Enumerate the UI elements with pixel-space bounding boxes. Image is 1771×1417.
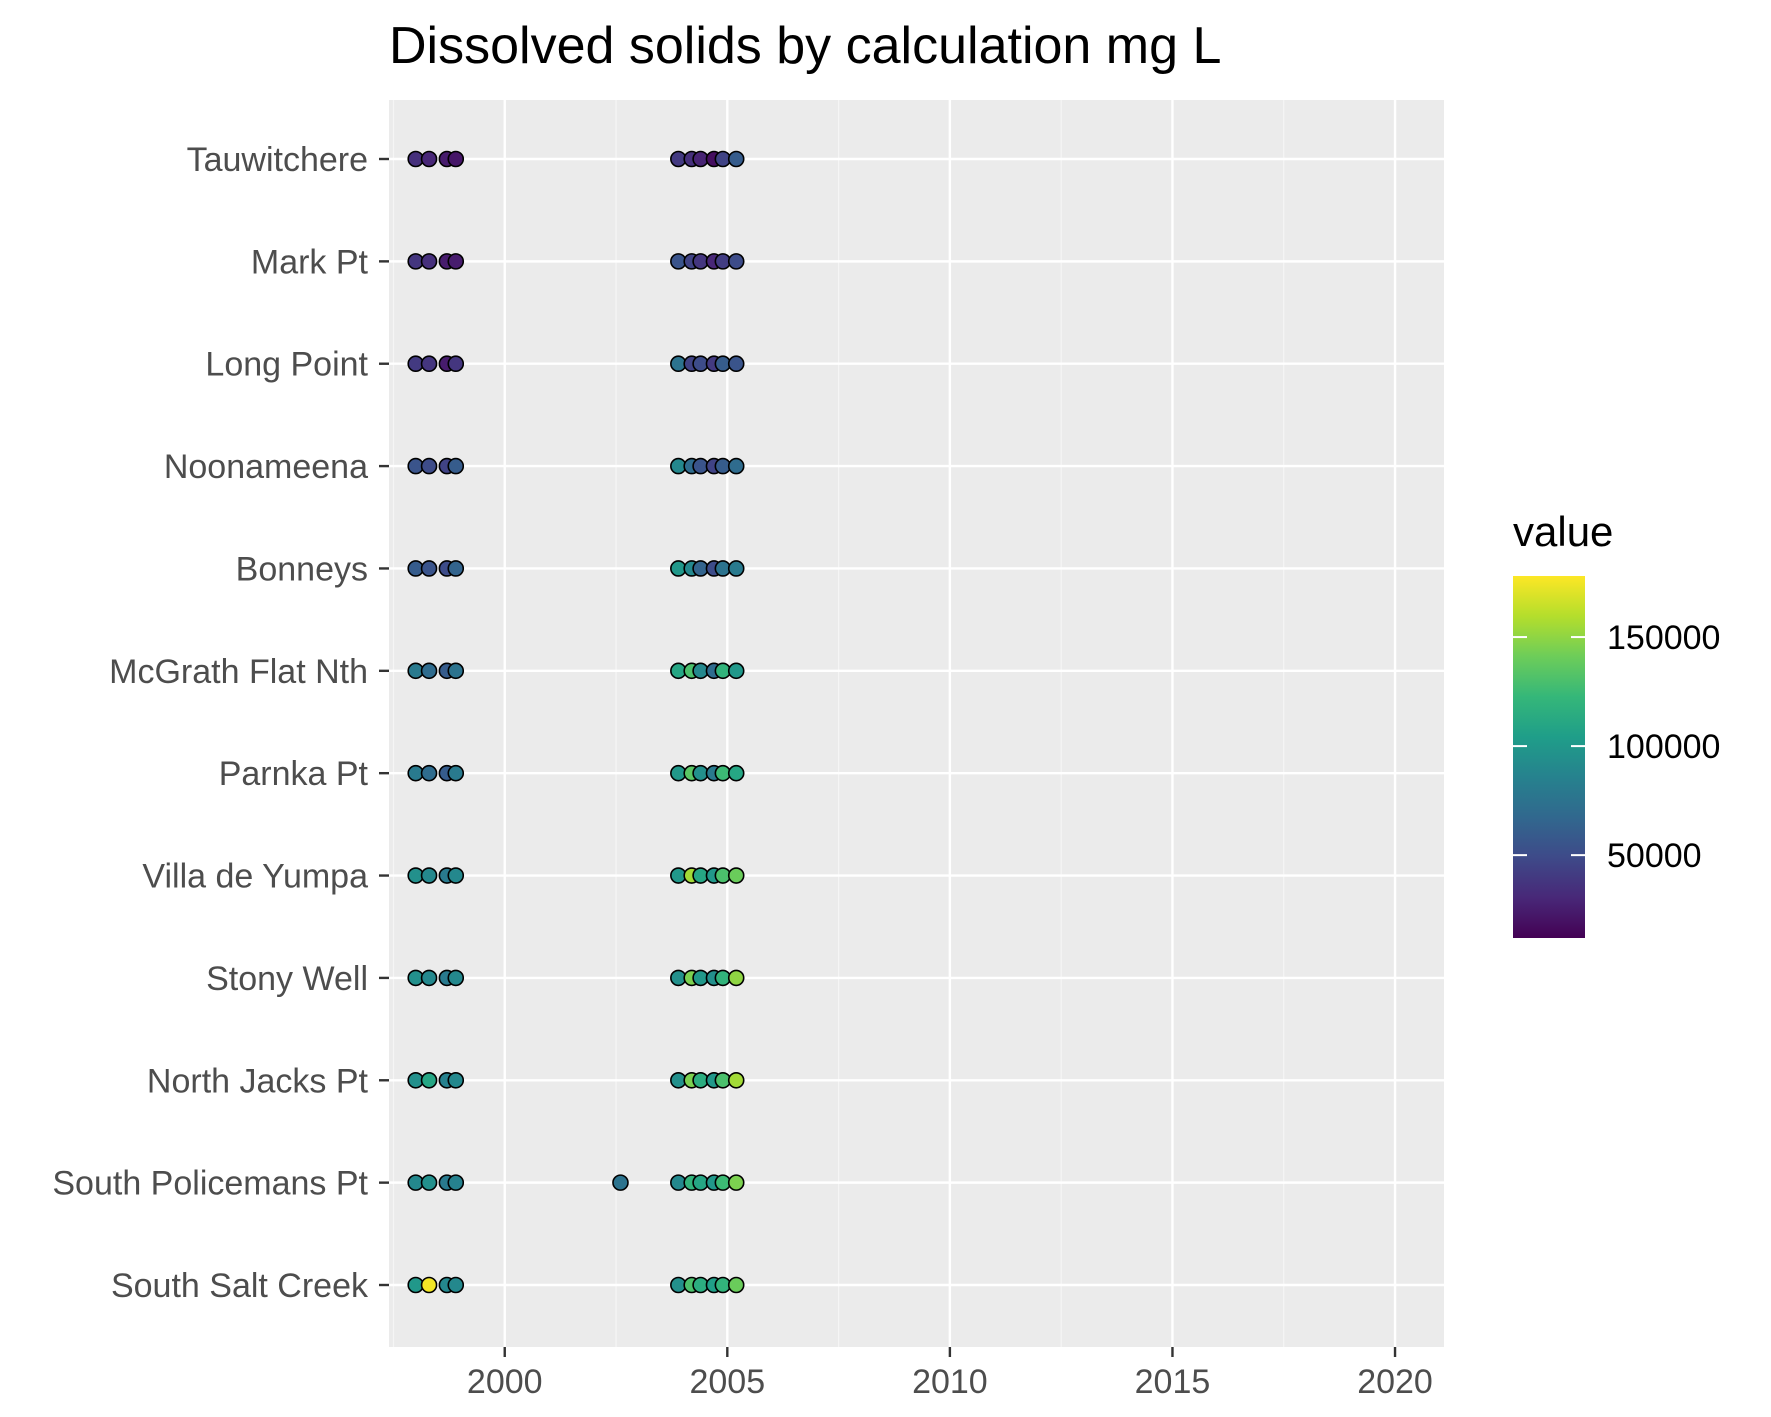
data-points xyxy=(407,150,745,1294)
data-point xyxy=(727,662,745,680)
data-point xyxy=(447,764,465,782)
data-point xyxy=(727,1276,745,1294)
y-tick-label: McGrath Flat Nth xyxy=(109,653,368,691)
legend-tick-label: 100000 xyxy=(1607,728,1720,766)
data-point xyxy=(420,867,438,884)
data-point xyxy=(447,662,465,680)
data-point xyxy=(727,150,745,168)
y-tick-label: Parnka Pt xyxy=(219,755,369,793)
data-point xyxy=(447,867,465,884)
data-point xyxy=(612,1174,629,1191)
data-point xyxy=(420,560,438,577)
data-point xyxy=(447,1071,465,1089)
data-point xyxy=(727,1174,745,1191)
data-point xyxy=(727,764,745,782)
data-point xyxy=(447,150,465,168)
legend: value 50000 100000 150000 xyxy=(1513,508,1720,938)
data-point xyxy=(447,457,465,475)
chart-title: Dissolved solids by calculation mg L xyxy=(389,17,1221,75)
colorbar xyxy=(1513,576,1585,938)
data-point xyxy=(447,355,465,373)
x-tick-label: 2005 xyxy=(689,1363,765,1401)
legend-tick-label: 50000 xyxy=(1607,837,1702,875)
data-point xyxy=(727,457,745,475)
data-point xyxy=(420,355,438,373)
data-point xyxy=(420,457,438,475)
data-point xyxy=(420,150,438,168)
data-point xyxy=(447,560,465,577)
data-point xyxy=(447,969,465,987)
data-point xyxy=(420,764,438,782)
x-axis: 2000 2005 2010 2015 2020 xyxy=(467,1347,1433,1401)
data-point xyxy=(420,662,438,680)
data-point xyxy=(447,1276,465,1294)
y-tick-label: Noonameena xyxy=(164,448,368,486)
grid xyxy=(389,100,1444,1347)
data-point xyxy=(727,867,745,884)
data-point xyxy=(420,1174,438,1191)
y-tick-label: Mark Pt xyxy=(251,243,369,281)
data-point xyxy=(727,969,745,987)
y-axis: Tauwitchere Mark Pt Long Point Noonameena Bo… xyxy=(52,141,389,1305)
data-point xyxy=(727,355,745,373)
legend-ticks: 50000 100000 150000 xyxy=(1513,619,1720,875)
data-point xyxy=(420,253,438,270)
y-tick-label: Bonneys xyxy=(236,550,368,588)
data-point xyxy=(447,1174,465,1191)
data-point xyxy=(727,253,745,270)
legend-tick-label: 150000 xyxy=(1607,619,1720,657)
x-tick-label: 2020 xyxy=(1357,1363,1433,1401)
y-tick-label: Tauwitchere xyxy=(187,141,368,179)
y-tick-label: Stony Well xyxy=(206,960,368,998)
x-tick-label: 2015 xyxy=(1135,1363,1211,1401)
data-point xyxy=(727,560,745,577)
data-point xyxy=(727,1071,745,1089)
y-tick-label: North Jacks Pt xyxy=(147,1062,369,1100)
data-point xyxy=(447,253,465,270)
y-tick-label: Villa de Yumpa xyxy=(142,858,368,896)
legend-title: value xyxy=(1513,508,1613,555)
y-tick-label: Long Point xyxy=(205,346,368,384)
data-point xyxy=(420,969,438,987)
x-tick-label: 2010 xyxy=(912,1363,988,1401)
plot-panel xyxy=(389,100,1444,1347)
y-tick-label: South Policemans Pt xyxy=(52,1165,368,1203)
data-point xyxy=(420,1071,438,1089)
x-tick-label: 2000 xyxy=(467,1363,543,1401)
data-point xyxy=(420,1276,438,1294)
y-tick-label: South Salt Creek xyxy=(111,1267,369,1305)
